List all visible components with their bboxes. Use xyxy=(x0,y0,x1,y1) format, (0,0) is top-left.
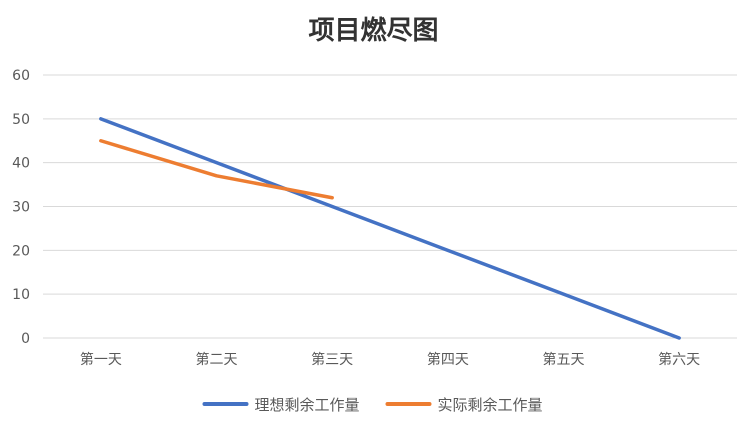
x-tick-label: 第二天 xyxy=(196,351,238,368)
legend-label: 理想剩余工作量 xyxy=(255,396,360,414)
chart-title: 项目燃尽图 xyxy=(308,16,439,46)
legend-label: 实际剩余工作量 xyxy=(438,396,543,414)
series-line-1 xyxy=(99,117,681,340)
x-tick-label: 第五天 xyxy=(543,351,585,368)
y-tick-label: 60 xyxy=(12,68,30,84)
x-tick-label: 第一天 xyxy=(80,351,122,368)
x-tick-label: 第四天 xyxy=(427,351,469,368)
series-line-2 xyxy=(99,139,334,200)
y-tick-label: 30 xyxy=(12,200,30,216)
x-tick-label: 第三天 xyxy=(311,351,353,368)
x-tick-label: 第六天 xyxy=(658,351,700,368)
y-tick-label: 20 xyxy=(12,243,30,259)
y-tick-label: 0 xyxy=(21,331,30,347)
y-tick-label: 40 xyxy=(12,156,30,172)
y-tick-label: 10 xyxy=(12,287,30,303)
y-tick-label: 50 xyxy=(12,112,30,128)
